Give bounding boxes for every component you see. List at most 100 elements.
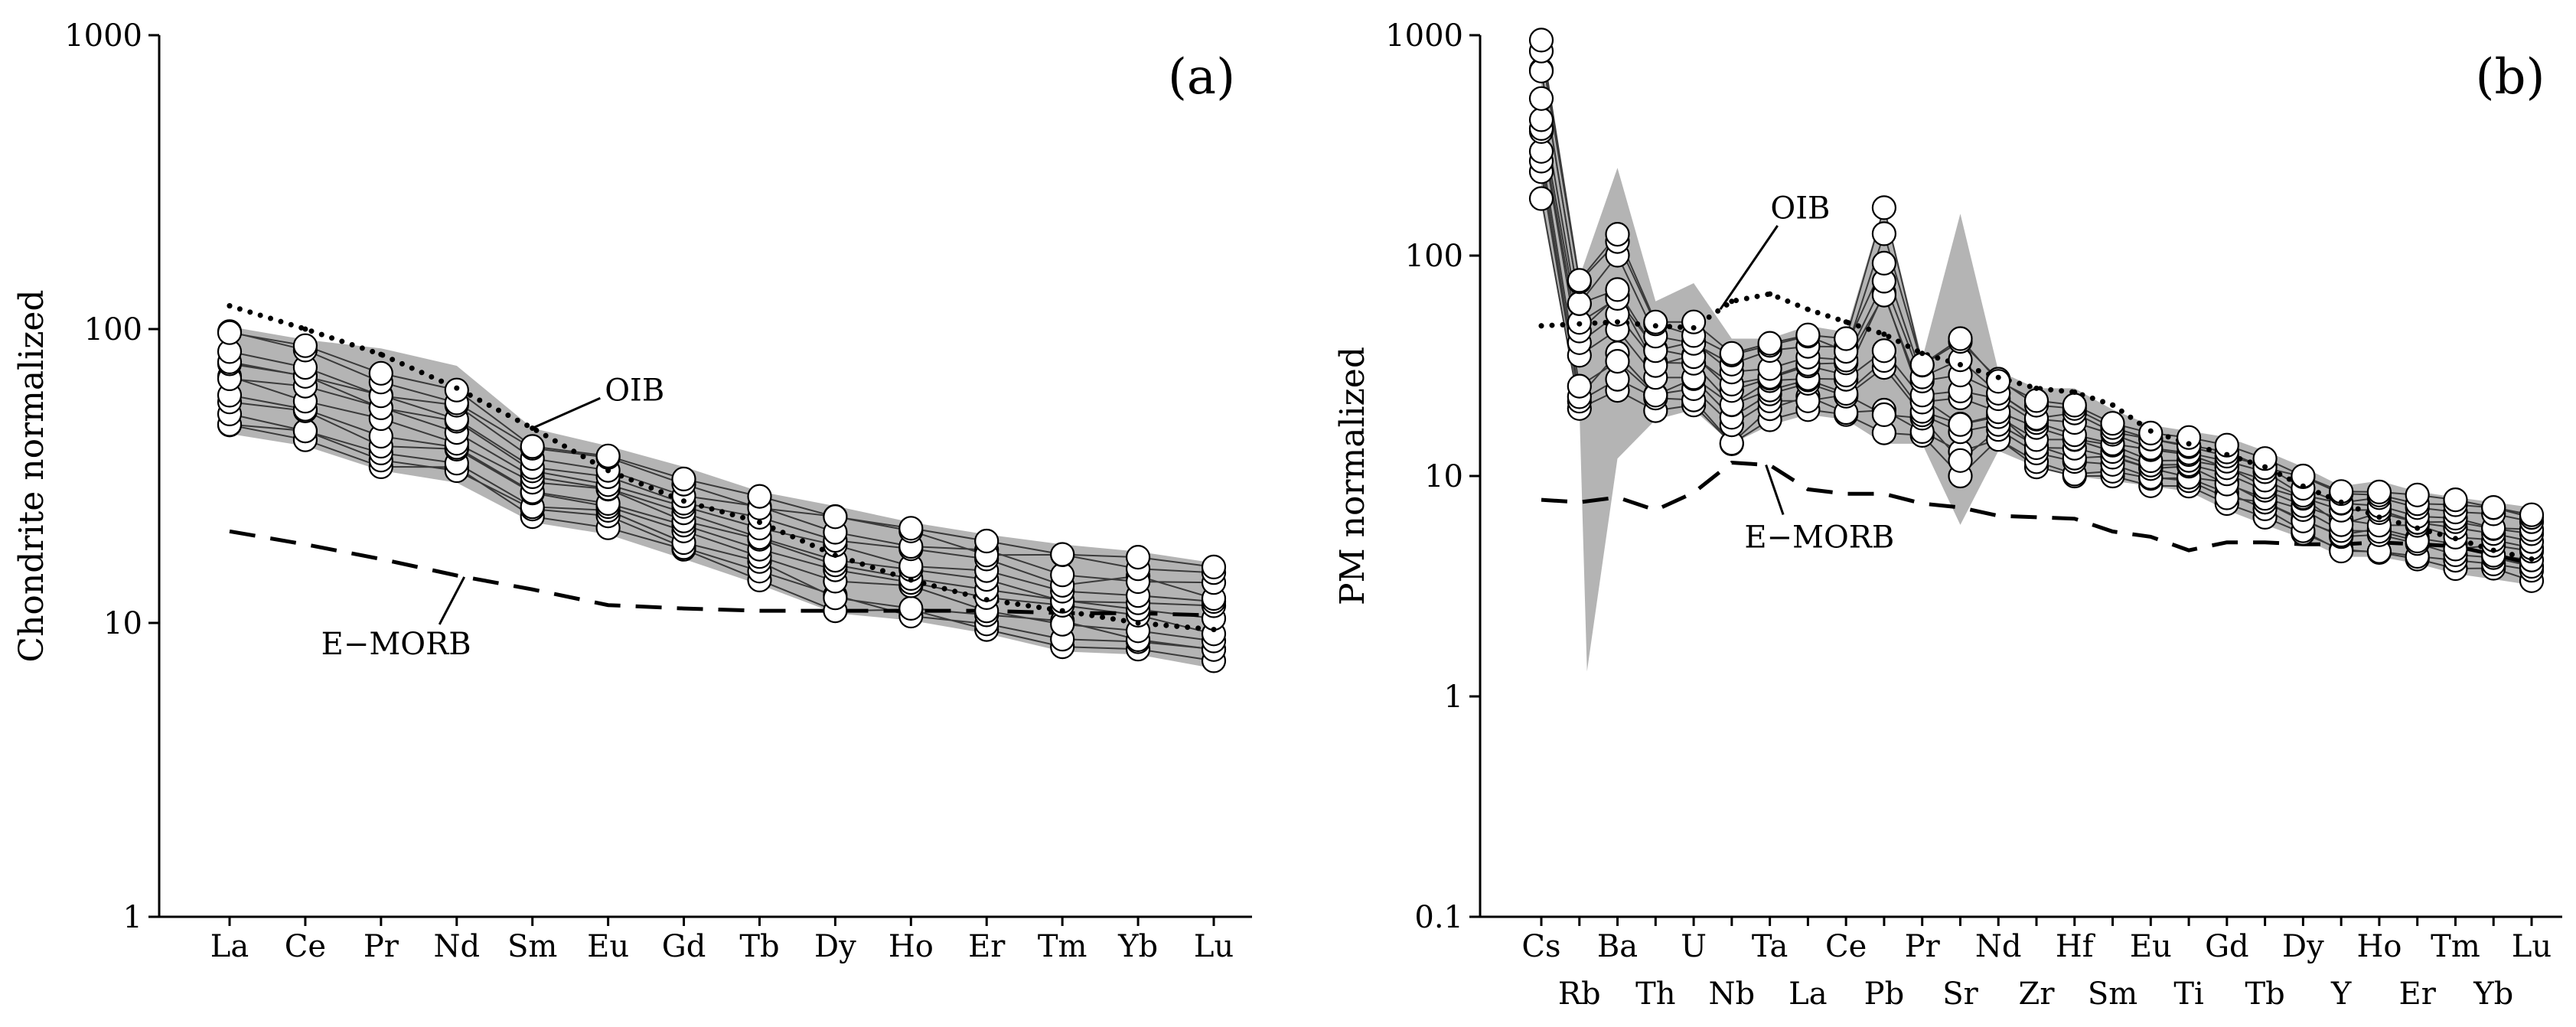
sample-point (2100, 411, 2125, 436)
oib-point (1135, 620, 1141, 626)
x-tick-label: Tb (739, 929, 779, 964)
oib-point (1615, 319, 1620, 325)
oib-point (454, 385, 460, 391)
x-tick-label: Ta (1752, 929, 1788, 964)
sample-point (217, 320, 243, 345)
oib-point (2110, 402, 2115, 408)
oib-point (681, 498, 686, 504)
oib-point (1805, 306, 1811, 312)
sample-point (1871, 195, 1896, 220)
x-tick-label: Yb (2473, 976, 2513, 1012)
oib-point (2453, 536, 2458, 542)
x-tick-label: Lu (2512, 929, 2552, 964)
oib-point (2262, 464, 2268, 470)
x-tick-label: Yb (1117, 929, 1158, 964)
y-tick-label: 1000 (64, 18, 142, 54)
annotation-leader (532, 396, 601, 429)
sample-point (1681, 309, 1707, 334)
x-tick-label: Sr (1942, 976, 1978, 1012)
sample-point (1871, 250, 1896, 275)
oib-annotation: OIB (605, 373, 664, 409)
x-tick-label: Zr (2019, 976, 2056, 1012)
oib-point (2072, 390, 2078, 395)
sample-point (1948, 448, 1973, 473)
x-tick-label: Nb (1709, 976, 1756, 1012)
x-tick-label: La (1789, 976, 1827, 1012)
oib-point (1577, 321, 1583, 327)
oib-point (908, 577, 914, 583)
oib-point (2224, 452, 2230, 458)
annotation-leader (1719, 225, 1779, 311)
x-tick-label: Ti (2173, 976, 2203, 1012)
y-tick-label: 10 (103, 606, 142, 641)
x-tick-label: Nd (1975, 929, 2022, 964)
sample-point (2366, 479, 2392, 505)
x-tick-label: La (210, 929, 249, 964)
sample-point (747, 484, 772, 509)
annotation-leader (438, 576, 466, 625)
oib-point (1729, 298, 1735, 305)
sample-point (1528, 28, 1554, 53)
oib-point (2186, 441, 2192, 447)
oib-point (2529, 556, 2535, 562)
x-tick-label: Pb (1864, 976, 1905, 1012)
sample-point (1643, 309, 1668, 334)
emorb-reference-line (1541, 460, 2532, 566)
x-tick-label: Ho (2356, 929, 2402, 964)
sample-point (1567, 291, 1592, 316)
x-tick-label: Th (1635, 976, 1675, 1012)
sample-point (1757, 331, 1782, 356)
sample-point (1948, 326, 1973, 351)
sample-point (2481, 494, 2506, 520)
oib-point (1691, 324, 1697, 331)
x-tick-label: Sm (2088, 976, 2137, 1012)
y-tick-label: 100 (84, 312, 142, 347)
x-tick-label: Hf (2056, 929, 2096, 964)
sample-line (229, 375, 1215, 620)
x-tick-label: Eu (2130, 929, 2172, 964)
sample-line (229, 424, 1215, 662)
oib-point (2338, 499, 2344, 505)
oib-point (1881, 331, 1887, 337)
sample-point (1834, 326, 1859, 351)
x-tick-label: Er (968, 929, 1006, 964)
sample-point (2062, 393, 2087, 418)
panel-label: (a) (1168, 49, 1235, 106)
y-tick-label: 1 (123, 900, 142, 935)
x-tick-label: Lu (1194, 929, 1234, 964)
oib-point (1652, 323, 1658, 329)
y-axis-title: Chondrite normalized (12, 289, 51, 662)
x-tick-label: Sm (507, 929, 557, 964)
sample-point (1567, 268, 1592, 293)
sample-point (1605, 222, 1630, 247)
y-tick-label: 10 (1424, 459, 1463, 494)
x-tick-label: Ce (285, 929, 326, 964)
x-tick-label: Er (2399, 976, 2437, 1012)
sample-line (229, 423, 1215, 650)
oib-point (983, 597, 990, 603)
x-tick-label: Ba (1597, 929, 1638, 964)
oib-point (1538, 323, 1544, 329)
oib-point (1995, 374, 2001, 380)
emorb-reference-line (229, 529, 1215, 618)
sample-point (1719, 341, 1744, 366)
sample-point (1948, 412, 1973, 437)
oib-point (605, 468, 611, 474)
oib-point (832, 553, 838, 558)
emorb-annotation: E−MORB (1744, 520, 1894, 555)
y-axis-title: PM normalized (1333, 347, 1372, 605)
sample-point (1986, 369, 2011, 394)
sample-line (229, 412, 1215, 650)
sample-point (671, 466, 696, 492)
oib-reference-line (227, 303, 1217, 633)
sample-point (1125, 544, 1151, 570)
sample-line (229, 401, 1215, 642)
x-tick-label: Cs (1521, 929, 1560, 964)
sample-point (1871, 338, 1896, 364)
sample-point (2177, 425, 2202, 450)
sample-point (2519, 502, 2545, 527)
sample-point (2443, 487, 2468, 513)
oib-point (302, 326, 308, 332)
x-tick-label: Dy (814, 929, 856, 964)
